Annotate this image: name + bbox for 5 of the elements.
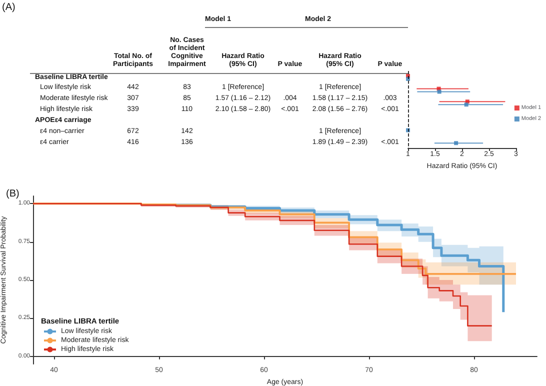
point [437,90,442,94]
point [464,102,468,107]
text: (A) [2,2,16,13]
chart-title: (B) [6,188,20,200]
point [454,141,458,146]
